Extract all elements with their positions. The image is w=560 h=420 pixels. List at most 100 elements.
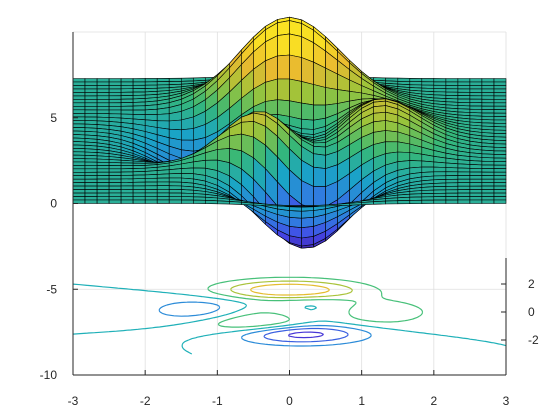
surface-patch <box>96 106 110 111</box>
surface-patch <box>168 173 182 179</box>
surface-patch <box>493 189 507 194</box>
surface-patch <box>84 158 98 163</box>
surface-patch <box>84 99 98 104</box>
surface-patch <box>120 102 134 107</box>
x-tick-label: -1 <box>212 394 223 408</box>
contour-level--2 <box>158 301 372 347</box>
surface-patch <box>433 166 447 173</box>
surface-patch <box>168 196 182 201</box>
surface-patch <box>156 113 170 122</box>
surface-patch <box>181 196 194 201</box>
surface-patch <box>132 185 146 190</box>
surface-patch <box>493 95 507 100</box>
surface-patch <box>72 92 86 97</box>
surface-patch <box>193 196 206 201</box>
surface-patch <box>108 168 122 173</box>
surface-patch <box>84 88 98 93</box>
surface-patch <box>469 168 483 173</box>
surface-patch <box>289 217 302 228</box>
surface-patch <box>72 151 86 156</box>
x-tick-label: -3 <box>68 394 79 408</box>
x-tick-label: 1 <box>358 394 365 408</box>
surface-patch <box>108 192 122 197</box>
surface-patch <box>72 175 86 180</box>
surface-patch <box>493 85 507 90</box>
surface-patch <box>397 200 411 205</box>
surface-patch <box>445 78 459 83</box>
surface-patch <box>469 182 483 187</box>
surface-patch <box>84 102 98 107</box>
surface-patch <box>313 153 326 169</box>
surface-patch <box>409 152 423 162</box>
surface-patch <box>168 185 182 190</box>
surface-patch <box>493 182 507 187</box>
surface-patch <box>445 175 459 180</box>
surface-patch <box>72 161 86 166</box>
surface-patch <box>433 81 447 86</box>
surface-patch <box>445 162 459 169</box>
surface-patch <box>469 92 483 97</box>
surface-patch <box>481 168 495 173</box>
surface-patch <box>493 178 507 183</box>
surface-patch <box>132 199 146 204</box>
surface-patch <box>301 226 314 239</box>
surface-patch <box>457 78 471 83</box>
contour-layer <box>72 276 507 355</box>
surface-patch <box>469 199 483 204</box>
surface-patch <box>132 105 146 111</box>
surface-patch <box>72 109 86 114</box>
surface-patch <box>96 78 110 83</box>
surface-patch <box>181 167 194 174</box>
surface-patch <box>217 200 230 205</box>
surface-patch <box>433 84 447 89</box>
surface-patch <box>72 99 86 104</box>
surface-patch <box>84 95 98 100</box>
surface-patch <box>445 185 459 191</box>
surface-patch <box>397 151 411 162</box>
surface-patch <box>156 173 170 179</box>
surface-patch <box>144 174 158 179</box>
surface-patch <box>84 106 98 111</box>
surface-patch <box>168 192 182 197</box>
surface-patch <box>493 185 507 190</box>
surface-patch <box>481 81 495 86</box>
surface-patch <box>156 196 170 201</box>
surface-patch <box>84 116 98 122</box>
surface-patch <box>120 105 134 111</box>
surface-patch <box>120 185 134 190</box>
surface-patch <box>457 196 471 201</box>
surface-patch <box>301 206 314 212</box>
surface-patch <box>96 99 110 104</box>
surface-patch <box>493 116 507 121</box>
surface-layer <box>72 16 507 249</box>
z-tick-label: -5 <box>46 282 57 296</box>
surface-patch <box>84 185 98 190</box>
surface-patch <box>132 196 146 201</box>
surface-patch <box>84 168 98 173</box>
surface-patch <box>181 199 194 204</box>
surface-patch <box>481 92 495 97</box>
surface-patch <box>421 78 435 83</box>
surface-patch <box>493 105 507 110</box>
surface-patch <box>409 196 423 201</box>
surface-patch <box>120 192 134 197</box>
surface-patch <box>445 85 459 90</box>
surface-patch <box>481 185 495 190</box>
contour-level-4 <box>230 280 353 299</box>
surface-patch <box>409 78 423 82</box>
surface-patch <box>84 85 98 90</box>
surface-patch <box>144 78 158 83</box>
surface-patch <box>493 88 507 93</box>
surface-patch <box>144 181 158 187</box>
surface-patch <box>72 120 86 125</box>
surface-patch <box>96 165 110 170</box>
surface-patch <box>144 189 158 194</box>
surface-patch <box>469 192 483 197</box>
y-tick-label: 0 <box>528 305 535 319</box>
surface-patch <box>144 199 158 204</box>
surface-patch <box>481 98 495 104</box>
surface-patch <box>168 177 182 183</box>
surface-patch <box>301 57 314 85</box>
surface-patch <box>120 98 134 103</box>
surface-patch <box>120 78 134 83</box>
